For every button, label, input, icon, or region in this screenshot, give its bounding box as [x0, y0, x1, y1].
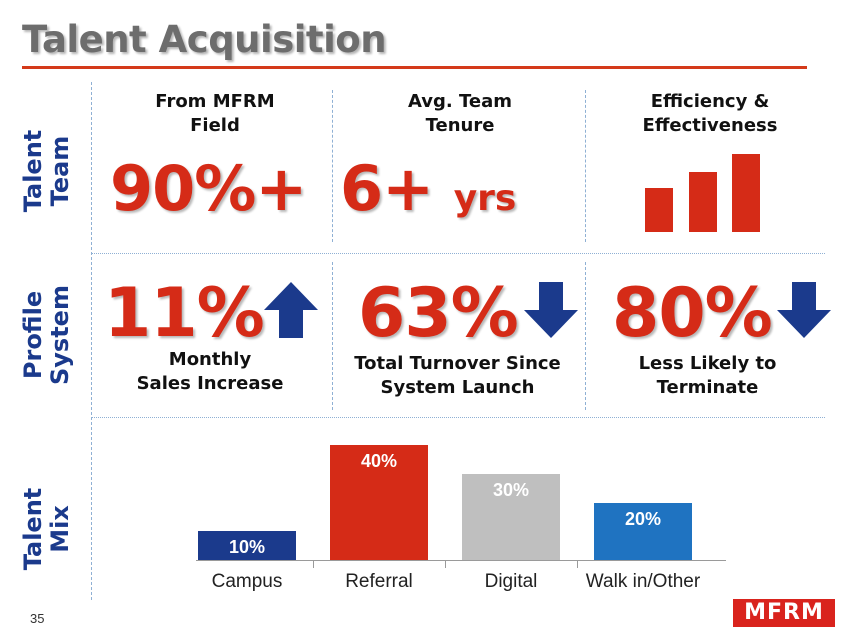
axis-tick	[577, 560, 578, 568]
bar-referral	[330, 445, 428, 560]
grid-hline-1	[91, 253, 825, 254]
team-col1-heading: From MFRM Field	[155, 91, 275, 136]
axis-tick	[313, 560, 314, 568]
profile-col2-value: 63%	[358, 274, 519, 353]
row-label-talent-mix: Talent Mix	[19, 487, 74, 571]
category-label: Referral	[345, 571, 413, 592]
page-title: Talent Acquisition	[22, 18, 387, 61]
up-arrow-icon	[264, 282, 318, 338]
grid-vline-mid2	[585, 90, 586, 242]
grid-hline-2	[91, 417, 825, 418]
team-col2-unit: yrs	[453, 178, 517, 219]
team-col1-value: 90%+	[110, 152, 307, 225]
profile-col3-label: Less Likely to Terminate	[638, 353, 777, 398]
page-number: 35	[30, 611, 45, 626]
row-label-talent-team: Talent Team	[19, 129, 74, 213]
axis-tick	[445, 560, 446, 568]
profile-col1-value: 11%	[104, 274, 265, 353]
grid-vline-mid4	[585, 262, 586, 410]
category-label: Digital	[484, 571, 538, 592]
bar-walk-in-other	[594, 502, 692, 560]
grid-vline-mid3	[332, 262, 333, 410]
row-label-profile-system: Profile System	[19, 285, 74, 385]
profile-col2-label: Total Turnover Since System Launch	[354, 353, 561, 398]
chart-baseline	[196, 560, 726, 561]
bar-value-label: 30%	[492, 479, 530, 500]
down-arrow-icon	[524, 282, 578, 338]
talent-mix-chart: 10% Campus 40% Referral 30% Digital 20% Walk in…	[196, 420, 736, 600]
ascending-bars-icon	[645, 154, 760, 232]
team-col2-value: 6+ yrs	[340, 152, 516, 225]
bar-value-label: 40%	[360, 451, 398, 471]
bar-value-label: 10%	[228, 537, 266, 558]
bar-value-label: 20%	[624, 508, 662, 529]
title-underline	[22, 66, 807, 69]
category-label: Walk in/Other	[585, 571, 701, 592]
team-col2-heading: Avg. Team Tenure	[407, 91, 512, 136]
bar-campus	[198, 531, 296, 560]
bar-digital	[462, 473, 560, 560]
team-col2-number: 6+	[340, 152, 434, 225]
grid-vline-left	[91, 82, 92, 600]
down-arrow-icon	[777, 282, 831, 338]
grid-vline-mid1	[332, 90, 333, 242]
profile-col3-value: 80%	[612, 274, 773, 353]
team-col3-heading: Efficiency & Effectiveness	[642, 91, 778, 136]
mfrm-logo: MFRM	[733, 599, 835, 627]
profile-col1-label: Monthly Sales Increase	[136, 349, 284, 394]
category-label: Campus	[211, 571, 283, 592]
